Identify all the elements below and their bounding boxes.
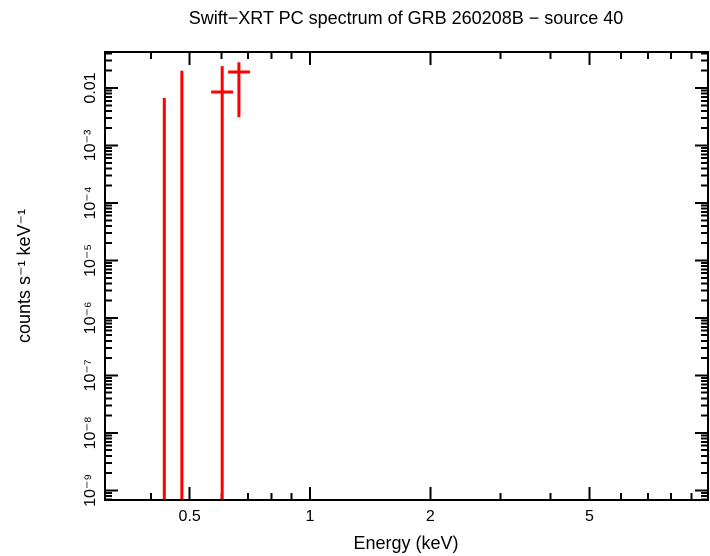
y-axis-label: counts s⁻¹ keV⁻¹ [14,209,34,343]
y-tick-label: 10⁻³ [82,129,99,161]
y-tick-label: 10⁻⁹ [82,474,99,507]
y-tick-label: 10⁻⁵ [82,244,99,277]
x-tick-label: 5 [585,508,594,525]
plot-frame [104,51,709,501]
x-axis-label: Energy (keV) [353,533,458,553]
chart-title: Swift−XRT PC spectrum of GRB 260208B − s… [189,8,624,28]
y-tick-label: 10⁻⁶ [82,302,99,335]
y-tick-label: 10⁻⁷ [82,359,99,391]
data-series [162,62,251,500]
y-tick-label: 0.01 [82,72,99,103]
axes-layer: 0.5 1 2 5 0.01 10⁻³ 10⁻⁴ 10⁻⁵ 10⁻⁶ 10⁻⁷ 10⁻⁸ 10⁻⁹ [82,51,709,525]
x-tick-label: 1 [306,508,315,525]
y-tick-label: 10⁻⁸ [82,416,99,449]
x-tick-label: 2 [426,508,435,525]
x-tick-label: 0.5 [179,508,201,525]
y-tick-label: 10⁻⁴ [82,186,99,219]
